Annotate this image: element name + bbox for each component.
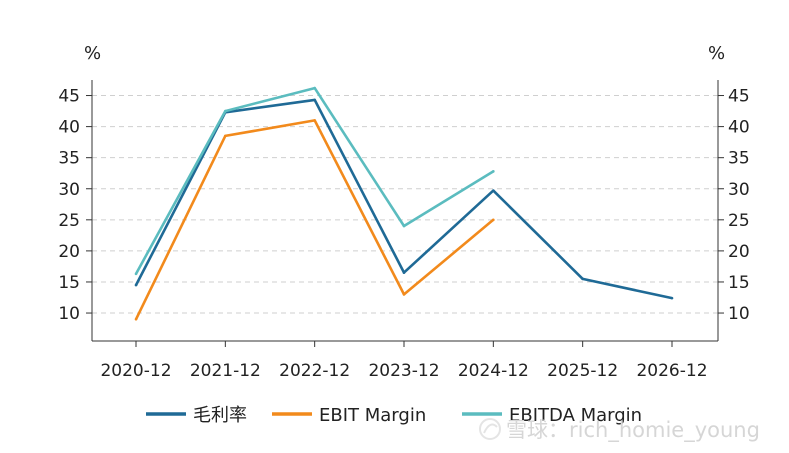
data-point bbox=[313, 98, 316, 102]
left-y-tick-label: 20 bbox=[58, 242, 80, 262]
grid-lines bbox=[92, 95, 718, 314]
legend-label: 毛利率 bbox=[193, 405, 247, 426]
data-point bbox=[492, 170, 495, 173]
data-point bbox=[492, 218, 495, 222]
axes bbox=[91, 80, 719, 342]
y-ticks: 10 10 15 15 20 20 25 25 30 30 35 35 40 40 45 45 bbox=[58, 87, 750, 324]
data-point bbox=[313, 119, 316, 122]
x-tick-label: 2024-12 bbox=[458, 361, 529, 381]
data-point bbox=[492, 189, 495, 192]
x-tick-label: 2026-12 bbox=[636, 361, 707, 381]
left-y-tick-label: 25 bbox=[58, 211, 80, 231]
right-y-tick-label: 20 bbox=[728, 242, 750, 262]
data-point bbox=[402, 271, 406, 274]
right-y-tick-label: 15 bbox=[728, 273, 750, 293]
x-tick-label: 2021-12 bbox=[190, 361, 261, 381]
legend: 毛利率 EBIT Margin EBITDA Margin bbox=[146, 405, 642, 426]
data-point bbox=[670, 296, 674, 300]
data-point bbox=[134, 272, 138, 276]
x-tick-label: 2025-12 bbox=[547, 361, 618, 381]
right-y-tick-label: 45 bbox=[728, 87, 750, 107]
right-y-tick-label: 35 bbox=[728, 149, 750, 169]
left-axis-unit: % bbox=[84, 43, 101, 64]
legend-label: EBIT Margin bbox=[319, 405, 426, 426]
x-tick-label: 2023-12 bbox=[368, 361, 439, 381]
data-point bbox=[224, 134, 227, 138]
right-y-tick-label: 25 bbox=[728, 211, 750, 231]
left-y-tick-label: 45 bbox=[58, 87, 80, 107]
data-point bbox=[313, 86, 316, 90]
watermark-logo-icon bbox=[479, 418, 501, 440]
right-axis-unit: % bbox=[708, 43, 725, 64]
x-tick-label: 2020-12 bbox=[100, 361, 171, 381]
right-y-tick-label: 40 bbox=[728, 118, 750, 138]
watermark: 雪球：rich_homie_young bbox=[479, 418, 760, 443]
right-y-tick-label: 10 bbox=[728, 304, 750, 324]
right-y-tick-label: 30 bbox=[728, 180, 750, 200]
x-ticks: 2020-12 2021-12 2022-12 2023-12 2024-12 2025-… bbox=[100, 341, 708, 381]
left-y-tick-label: 30 bbox=[58, 180, 80, 200]
watermark-text: 雪球：rich_homie_young bbox=[506, 418, 760, 443]
left-y-tick-label: 35 bbox=[58, 149, 80, 169]
series-line-1 bbox=[134, 119, 495, 320]
left-y-tick-label: 10 bbox=[58, 304, 80, 324]
data-point bbox=[224, 109, 227, 113]
legend-label: EBITDA Margin bbox=[509, 405, 642, 426]
series bbox=[134, 86, 674, 321]
data-point bbox=[402, 293, 406, 296]
data-point bbox=[134, 317, 138, 321]
data-point bbox=[581, 277, 584, 281]
left-y-tick-label: 40 bbox=[58, 118, 80, 138]
left-y-tick-label: 15 bbox=[58, 273, 80, 293]
data-point bbox=[134, 283, 138, 287]
x-tick-label: 2022-12 bbox=[279, 361, 350, 381]
data-point bbox=[402, 224, 406, 228]
